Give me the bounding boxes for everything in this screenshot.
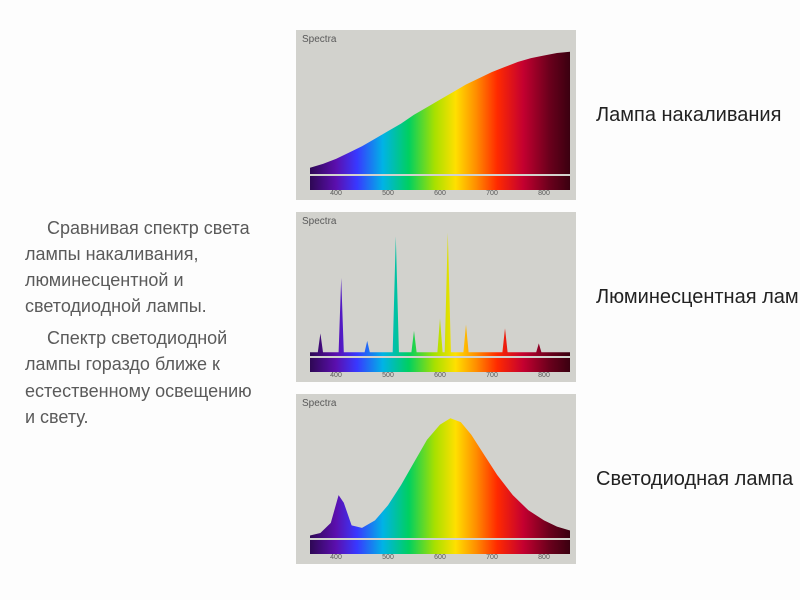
description-text: Сравнивая спектр света лампы накаливания… xyxy=(25,215,265,436)
chart-incandescent: Spectra 400500600700800 xyxy=(296,30,576,200)
description-p2: Спектр светодиодной лампы гораздо ближе … xyxy=(25,325,265,429)
description-p1: Сравнивая спектр света лампы накаливания… xyxy=(25,215,265,319)
labels-column: Лампа накаливания Люминесцентная лампа С… xyxy=(586,30,796,576)
x-ticks: 400500600700800 xyxy=(310,372,570,382)
label-fluorescent: Люминесцентная лампа xyxy=(586,212,796,382)
label-incandescent: Лампа накаливания xyxy=(586,30,796,200)
chart-led: Spectra 400500600700800 xyxy=(296,394,576,564)
chart-fluorescent: Spectra 400500600700800 xyxy=(296,212,576,382)
plot-area xyxy=(310,230,570,356)
spectra-label: Spectra xyxy=(302,398,336,409)
x-axis-spectrum xyxy=(310,358,570,372)
label-led: Светодиодная лампа xyxy=(586,394,796,564)
spectra-label: Spectra xyxy=(302,216,336,227)
spectra-label: Spectra xyxy=(302,34,336,45)
x-ticks: 400500600700800 xyxy=(310,190,570,200)
charts-column: Spectra 400500600700800 Spectra 40050060… xyxy=(296,30,576,576)
x-ticks: 400500600700800 xyxy=(310,554,570,564)
x-axis-spectrum xyxy=(310,540,570,554)
plot-area xyxy=(310,412,570,538)
plot-area xyxy=(310,48,570,174)
x-axis-spectrum xyxy=(310,176,570,190)
